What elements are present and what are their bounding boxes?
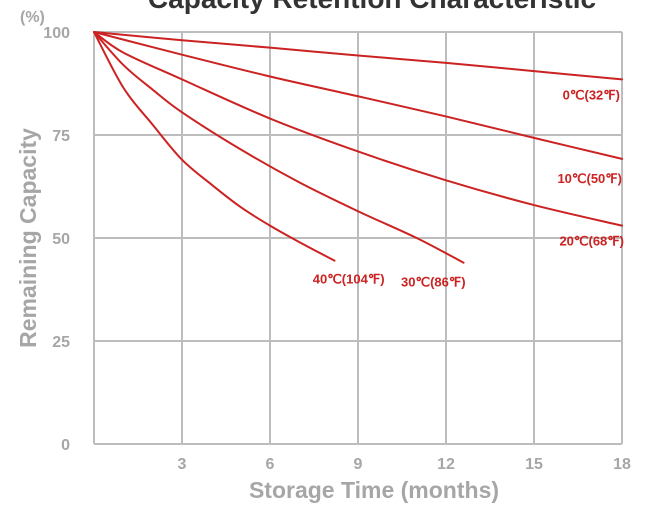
x-tick-label-3: 3	[178, 456, 187, 473]
y-axis-title: Remaining Capacity	[15, 128, 41, 348]
grid	[93, 31, 623, 445]
y-tick-label-25: 25	[52, 334, 70, 351]
chart-title: Capacity Retention Characteristic	[148, 0, 596, 14]
x-axis-title: Storage Time (months)	[249, 477, 499, 503]
tick-labels: 3 6 9 12 15 18 0 25 50 75 100	[43, 25, 631, 473]
x-tick-label-18: 18	[613, 456, 631, 473]
y-axis-unit: (%)	[20, 9, 45, 26]
y-tick-label-75: 75	[52, 128, 70, 145]
y-tick-label-50: 50	[52, 231, 70, 248]
series-line-1	[93, 31, 623, 81]
series-lines	[93, 31, 623, 264]
series-label-3: 20℃(68℉)	[559, 234, 624, 249]
x-tick-label-15: 15	[525, 456, 543, 473]
series-labels: 0℃(32℉) 10℃(50℉) 20℃(68℉) 30℃(86℉) 40℃(104℉)	[313, 87, 624, 289]
series-line-3	[93, 31, 623, 227]
x-tick-label-12: 12	[437, 456, 455, 473]
series-line-5	[93, 31, 336, 262]
series-line-2	[93, 31, 623, 160]
series-label-1: 0℃(32℉)	[563, 87, 620, 102]
series-label-5: 40℃(104℉)	[313, 272, 385, 287]
x-tick-label-6: 6	[266, 456, 275, 473]
chart-text: Capacity Retention Characteristic (%) St…	[15, 0, 596, 503]
series-label-4: 30℃(86℉)	[401, 275, 466, 290]
x-tick-label-9: 9	[354, 456, 363, 473]
series-label-2: 10℃(50℉)	[557, 171, 622, 186]
y-tick-label-100: 100	[43, 25, 70, 42]
series-line-4	[93, 31, 465, 264]
y-tick-label-0: 0	[61, 437, 70, 454]
